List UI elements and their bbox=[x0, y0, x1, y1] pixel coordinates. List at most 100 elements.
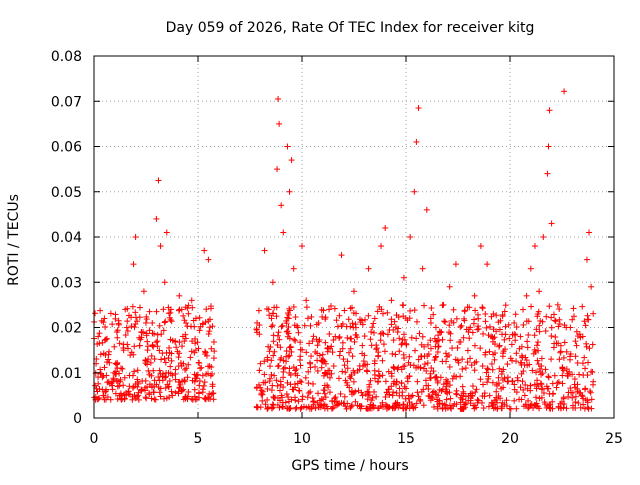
y-tick-labels: 0 0.01 0.02 0.03 0.04 0.05 0.06 0.07 0.08 bbox=[51, 49, 82, 427]
data-point bbox=[283, 391, 290, 398]
data-point bbox=[548, 324, 555, 331]
data-point bbox=[285, 315, 292, 322]
data-point bbox=[501, 308, 508, 315]
data-point bbox=[375, 353, 382, 360]
data-points bbox=[91, 88, 597, 412]
data-point bbox=[560, 394, 567, 401]
data-point bbox=[326, 306, 333, 313]
data-point bbox=[203, 306, 210, 313]
data-point bbox=[107, 310, 114, 317]
data-point bbox=[557, 349, 564, 356]
data-point bbox=[527, 402, 534, 409]
data-point bbox=[378, 243, 385, 250]
data-point bbox=[492, 404, 499, 411]
data-point bbox=[315, 319, 322, 326]
data-point bbox=[434, 338, 441, 345]
data-point bbox=[294, 380, 301, 387]
data-point bbox=[564, 370, 571, 377]
data-point bbox=[481, 393, 488, 400]
data-point bbox=[548, 220, 555, 227]
data-point bbox=[99, 374, 106, 381]
data-point bbox=[390, 389, 397, 396]
data-point bbox=[305, 380, 312, 387]
data-point bbox=[318, 358, 325, 365]
data-point bbox=[284, 328, 291, 335]
data-point bbox=[163, 229, 170, 236]
data-point bbox=[559, 380, 566, 387]
data-point bbox=[131, 324, 138, 331]
data-point bbox=[524, 385, 531, 392]
data-point bbox=[443, 380, 450, 387]
data-point bbox=[292, 367, 299, 374]
data-point bbox=[116, 378, 123, 385]
data-point bbox=[286, 188, 293, 195]
data-point bbox=[286, 405, 293, 412]
data-point bbox=[437, 374, 444, 381]
data-point bbox=[143, 332, 150, 339]
data-point bbox=[360, 358, 367, 365]
data-point bbox=[265, 343, 272, 350]
data-point bbox=[169, 392, 176, 399]
data-point bbox=[563, 348, 570, 355]
data-point bbox=[466, 335, 473, 342]
data-point bbox=[551, 317, 558, 324]
data-point bbox=[386, 404, 393, 411]
data-point bbox=[563, 405, 570, 412]
data-point bbox=[428, 305, 435, 312]
data-point bbox=[200, 382, 207, 389]
data-point bbox=[414, 389, 421, 396]
data-point bbox=[160, 327, 167, 334]
data-point bbox=[555, 340, 562, 347]
data-point bbox=[432, 338, 439, 345]
data-point bbox=[461, 307, 468, 314]
data-point bbox=[486, 348, 493, 355]
data-point bbox=[528, 303, 535, 310]
data-point bbox=[501, 375, 508, 382]
data-point bbox=[401, 331, 408, 338]
data-point bbox=[142, 394, 149, 401]
data-point bbox=[438, 388, 445, 395]
data-point bbox=[278, 354, 285, 361]
data-point bbox=[270, 404, 277, 411]
data-point bbox=[382, 401, 389, 408]
data-point bbox=[373, 346, 380, 353]
data-point bbox=[503, 397, 510, 404]
data-point bbox=[165, 355, 172, 362]
data-point bbox=[375, 378, 382, 385]
data-point bbox=[329, 403, 336, 410]
data-point bbox=[154, 331, 161, 338]
data-point bbox=[548, 356, 555, 363]
data-point bbox=[566, 356, 573, 363]
data-point bbox=[113, 329, 120, 336]
data-point bbox=[111, 343, 118, 350]
data-point bbox=[545, 385, 552, 392]
data-point bbox=[489, 400, 496, 407]
data-point bbox=[382, 394, 389, 401]
data-point bbox=[308, 405, 315, 412]
data-point bbox=[380, 341, 387, 348]
data-point bbox=[502, 331, 509, 338]
data-point bbox=[574, 359, 581, 366]
data-point bbox=[433, 396, 440, 403]
data-point bbox=[485, 332, 492, 339]
data-point bbox=[548, 314, 555, 321]
data-point bbox=[402, 395, 409, 402]
data-point bbox=[550, 311, 557, 318]
data-point bbox=[101, 315, 108, 322]
data-point bbox=[345, 316, 352, 323]
data-point bbox=[131, 368, 138, 375]
y-tick-label: 0.06 bbox=[51, 140, 82, 156]
data-point bbox=[134, 376, 141, 383]
data-point bbox=[297, 362, 304, 369]
data-point bbox=[196, 359, 203, 366]
data-point bbox=[480, 330, 487, 337]
data-point bbox=[496, 343, 503, 350]
data-point bbox=[579, 360, 586, 367]
data-point bbox=[276, 120, 283, 127]
data-point bbox=[554, 301, 561, 308]
data-point bbox=[351, 288, 357, 295]
data-point bbox=[534, 357, 541, 364]
data-point bbox=[270, 332, 277, 339]
data-point bbox=[450, 306, 457, 313]
